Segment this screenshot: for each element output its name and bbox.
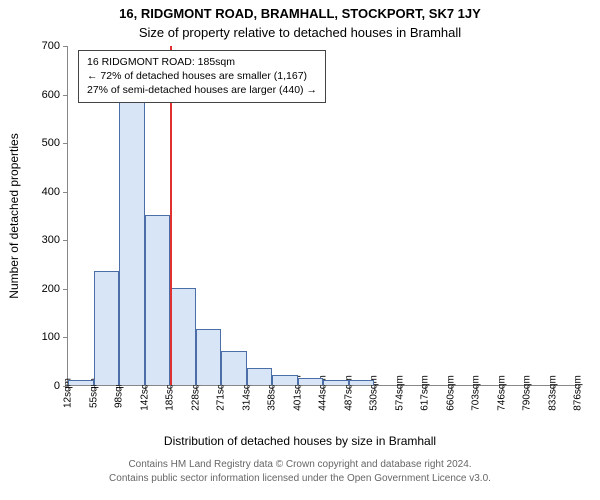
histogram-bar	[221, 351, 247, 385]
title-line-2: Size of property relative to detached ho…	[0, 21, 600, 40]
histogram-bar	[68, 380, 94, 385]
x-tick-label: 703sqm	[471, 375, 482, 411]
histogram-bar	[272, 375, 298, 385]
title-line-1: 16, RIDGMONT ROAD, BRAMHALL, STOCKPORT, …	[0, 0, 600, 21]
footer: Contains HM Land Registry data © Crown c…	[0, 458, 600, 485]
histogram-bar	[196, 329, 222, 385]
histogram-bar	[298, 378, 324, 385]
x-tick-label: 790sqm	[522, 375, 533, 411]
y-tick-label: 400	[42, 186, 68, 198]
chart-container: 16, RIDGMONT ROAD, BRAMHALL, STOCKPORT, …	[0, 0, 600, 500]
footer-line-1: Contains HM Land Registry data © Crown c…	[0, 458, 600, 472]
y-tick-label: 300	[42, 234, 68, 246]
x-axis-label: Distribution of detached houses by size …	[0, 434, 600, 448]
histogram-bar	[119, 89, 145, 385]
histogram-bar	[323, 380, 349, 385]
y-tick-label: 600	[42, 89, 68, 101]
x-tick-label: 574sqm	[394, 375, 405, 411]
footer-line-2: Contains public sector information licen…	[0, 472, 600, 486]
histogram-bar	[145, 215, 171, 385]
histogram-bar	[247, 368, 273, 385]
histogram-bar	[94, 271, 120, 385]
y-tick-label: 200	[42, 283, 68, 295]
x-tick-label: 617sqm	[420, 375, 431, 411]
x-tick-label: 660sqm	[445, 375, 456, 411]
x-tick-label: 746sqm	[496, 375, 507, 411]
annotation-line: ← 72% of detached houses are smaller (1,…	[87, 69, 317, 83]
x-tick-label: 833sqm	[547, 375, 558, 411]
histogram-bar	[170, 288, 196, 385]
y-tick-label: 100	[42, 331, 68, 343]
annotation-line: 27% of semi-detached houses are larger (…	[87, 83, 317, 97]
x-tick-label: 876sqm	[573, 375, 584, 411]
annotation-box: 16 RIDGMONT ROAD: 185sqm← 72% of detache…	[78, 50, 326, 103]
annotation-line: 16 RIDGMONT ROAD: 185sqm	[87, 55, 317, 69]
y-tick-label: 700	[42, 40, 68, 52]
y-axis-label: Number of detached properties	[7, 133, 21, 298]
y-tick-label: 500	[42, 137, 68, 149]
histogram-bar	[349, 380, 375, 385]
